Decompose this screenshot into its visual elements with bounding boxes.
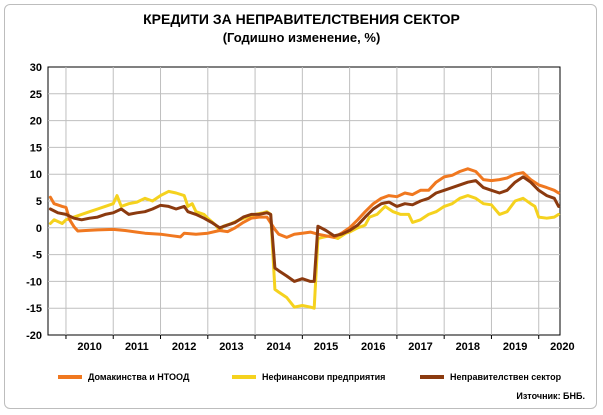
x-tick-label: 2020 [550,341,574,353]
x-tick-label: 2016 [361,341,385,353]
x-tick-label: 2019 [503,341,527,353]
legend-item-nonfinancial: Нефинансови предприятия [232,368,385,386]
source-note: Източник: БНБ. [516,391,585,401]
legend-item-nongovernment: Неправителствен сектор [420,368,561,386]
legend-swatch-households [58,375,82,379]
legend-label-households: Домакинства и НТООД [88,372,190,382]
y-tick-label: 15 [30,142,42,154]
x-tick-label: 2013 [219,341,243,353]
legend-swatch-nongovernment [420,375,444,379]
y-tick-label: -5 [32,250,42,262]
x-tick-label: 2010 [77,341,101,353]
y-tick-label: 0 [36,223,42,235]
x-tick-label: 2011 [125,341,149,353]
legend-label-nongovernment: Неправителствен сектор [450,372,562,382]
y-tick-label: 5 [36,196,42,208]
legend-swatch-nonfinancial [232,375,256,379]
y-tick-label: -20 [26,330,42,342]
legend-item-households: Домакинства и НТООД [58,368,189,386]
chart-subtitle: (Годишно изменение, %) [222,30,381,45]
series-line-households [48,167,561,239]
y-tick-label: 25 [30,89,42,101]
y-tick-label: 20 [30,116,42,128]
series-line-nonfinancial [48,189,561,310]
x-tick-label: 2018 [456,341,480,353]
y-tick-label: 30 [30,62,42,74]
x-tick-label: 2014 [266,341,291,353]
x-tick-label: 2015 [314,341,338,353]
series-line-nongovernment [48,175,561,283]
x-tick-label: 2017 [408,341,432,353]
x-tick-label: 2012 [172,341,196,353]
y-tick-label: 10 [30,169,42,181]
legend-label-nonfinancial: Нефинансови предприятия [262,372,386,382]
y-tick-label: -15 [26,303,42,315]
chart-frame [4,4,597,409]
chart-title: КРЕДИТИ ЗА НЕПРАВИТЕЛСТВЕНИЯ СЕКТОР [143,11,460,27]
y-tick-label: -10 [26,276,42,288]
